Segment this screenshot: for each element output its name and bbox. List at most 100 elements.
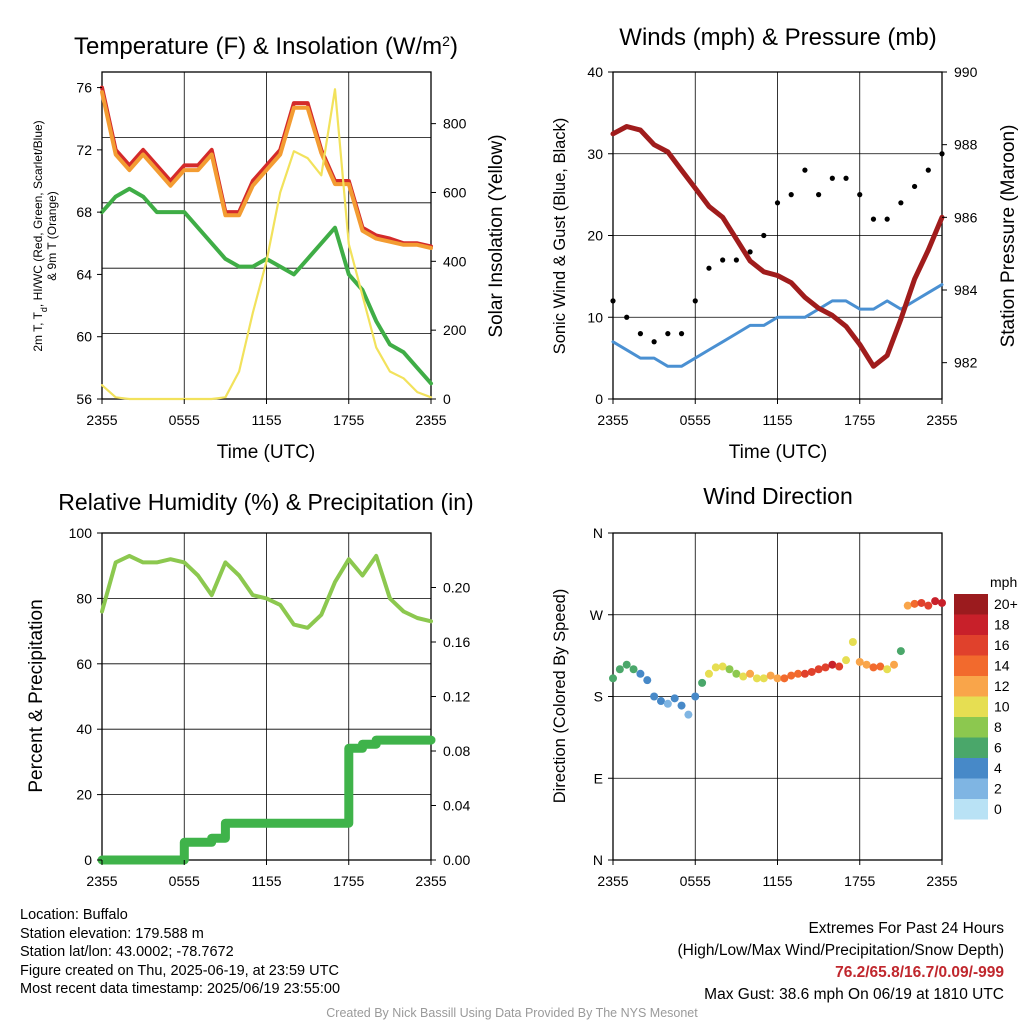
direction-point: [917, 598, 926, 607]
wind-xlabel: Time (UTC): [729, 442, 828, 463]
wind-ylabel-left: Sonic Wind & Gust (Blue, Black): [551, 118, 569, 355]
rh-x-ticks: 2355 0555 1155 1755 2355: [86, 860, 447, 889]
temp-series: [100, 85, 433, 401]
gust-point: [898, 200, 904, 206]
gust-point: [884, 216, 890, 222]
gust-point: [788, 192, 794, 198]
gust-point: [816, 192, 822, 198]
elevation-text: Station elevation: 179.588 m: [20, 925, 204, 942]
gust-point: [665, 331, 671, 337]
y-tick-label: 0.04: [443, 798, 470, 814]
y-tick-label: 800: [443, 116, 467, 132]
legend-swatch: [954, 696, 988, 717]
direction-point: [739, 672, 748, 681]
gust-point: [829, 175, 835, 181]
dir-legend-title: mph: [990, 574, 1017, 590]
legend-swatch: [954, 717, 988, 738]
direction-point: [848, 638, 857, 646]
x-tick-label: 2355: [926, 873, 957, 889]
y-tick-label: 20: [76, 787, 92, 803]
direction-point: [890, 660, 899, 669]
direction-point: [629, 665, 638, 674]
dir-series: [609, 597, 946, 719]
y-tick-label: 600: [443, 184, 467, 200]
direction-point: [855, 657, 864, 666]
y-tick-label: 10: [587, 309, 603, 325]
y-tick-label: 30: [587, 146, 603, 162]
y-tick-label: 400: [443, 253, 467, 269]
series-line-station-pressure: [610, 124, 945, 369]
x-tick-label: 1155: [251, 412, 281, 428]
y-tick-label: W: [590, 607, 604, 623]
legend-label: 20+: [994, 596, 1018, 612]
direction-point: [746, 669, 755, 678]
wind-x-ticks: 2355 0555 1155 1755 2355: [597, 399, 958, 428]
direction-point: [931, 597, 940, 606]
direction-point: [924, 601, 933, 610]
wind-left-ticks: 0 10 20 30 40: [587, 64, 613, 407]
legend-label: 12: [994, 678, 1010, 694]
legend-label: 16: [994, 637, 1010, 653]
rh-series: [97, 553, 436, 865]
y-tick-label: 0.12: [443, 689, 470, 705]
direction-point: [622, 660, 631, 669]
location-text: Location: Buffalo: [20, 907, 128, 923]
station-info: Location: Buffalo Station elevation: 179…: [20, 906, 340, 999]
direction-point: [609, 674, 617, 683]
series-line-9m-t: [100, 90, 433, 250]
legend-swatch: [954, 614, 988, 635]
y-tick-label: 60: [76, 329, 92, 345]
gust-point: [733, 257, 739, 263]
legend-swatch: [954, 676, 988, 697]
direction-point: [828, 660, 837, 669]
direction-point: [684, 710, 693, 719]
direction-point: [794, 669, 803, 678]
gust-point: [610, 298, 616, 304]
direction-point: [615, 665, 624, 674]
temp-right-ticks: 0 200 400 600 800: [431, 116, 467, 407]
legend-label: 14: [994, 658, 1010, 674]
y-tick-label: 100: [69, 525, 93, 541]
latlon-text: Station lat/lon: 43.0002; -78.7672: [20, 944, 234, 961]
direction-point: [636, 669, 645, 678]
direction-point: [704, 669, 713, 678]
x-tick-label: 1155: [762, 873, 792, 889]
direction-point: [698, 678, 707, 687]
extremes-values: 76.2/65.8/16.7/0.09/-999: [835, 964, 1004, 981]
direction-point: [718, 662, 727, 671]
legend-label: 18: [994, 617, 1010, 633]
legend-label: 10: [994, 699, 1010, 715]
extremes-info: Extremes For Past 24 Hours (High/Low/Max…: [678, 918, 1005, 1006]
gust-point: [843, 175, 849, 181]
direction-point: [910, 599, 919, 608]
y-tick-label: 80: [76, 590, 92, 606]
direction-point: [725, 665, 734, 674]
gust-point: [706, 265, 712, 271]
x-tick-label: 2355: [86, 412, 117, 428]
y-tick-label: E: [594, 770, 603, 786]
x-tick-label: 2355: [597, 412, 628, 428]
wind-title: Winds (mph) & Pressure (mb): [619, 24, 936, 51]
direction-point: [650, 692, 659, 701]
rh-grid: [102, 533, 431, 860]
legend-swatch: [954, 737, 988, 758]
direction-point: [759, 674, 768, 683]
temp-grid: [102, 72, 431, 399]
wind-ylabel-right: Station Pressure (Maroon): [998, 125, 1019, 348]
gust-point: [651, 339, 657, 345]
extremes-subtitle: (High/Low/Max Wind/Precipitation/Snow De…: [677, 942, 1005, 959]
dir-left-ticks: N E S W N: [590, 525, 613, 868]
direction-point: [711, 663, 720, 672]
direction-point: [903, 601, 912, 610]
y-tick-label: 40: [76, 721, 92, 737]
y-tick-label: 76: [76, 80, 92, 96]
max-gust-text: Max Gust: 38.6 mph On 06/19 at 1810 UTC: [704, 986, 1004, 1003]
legend-swatch: [954, 655, 988, 676]
gust-point: [678, 331, 685, 337]
legend-swatch: [954, 594, 988, 615]
temp-xlabel: Time (UTC): [217, 442, 316, 463]
direction-point: [691, 692, 700, 701]
y-tick-label: 20: [587, 228, 603, 244]
y-tick-label: 982: [954, 355, 978, 371]
